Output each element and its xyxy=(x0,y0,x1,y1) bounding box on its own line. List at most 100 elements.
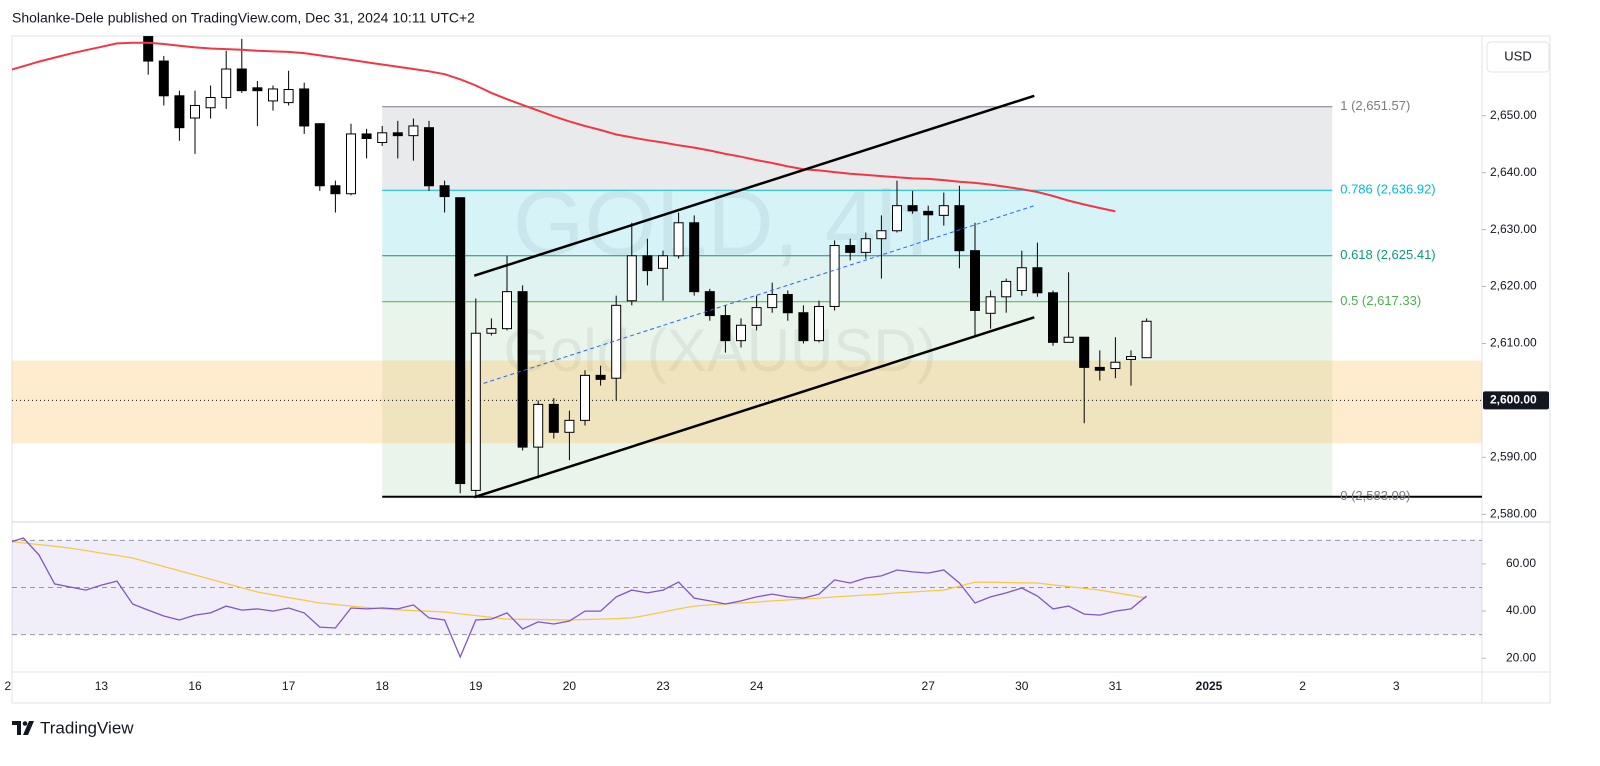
candle-body xyxy=(829,245,840,307)
candle-body xyxy=(642,255,653,272)
candle-body xyxy=(1094,366,1105,371)
rsi-pane xyxy=(12,537,1482,659)
candle-body xyxy=(626,255,637,302)
candle-body xyxy=(548,403,559,433)
candle-body xyxy=(439,185,450,198)
candle-body xyxy=(470,332,481,491)
logo-part xyxy=(12,721,21,735)
candle-body xyxy=(299,88,310,127)
candle-body xyxy=(205,96,216,109)
trendline xyxy=(473,94,1035,277)
candle-body xyxy=(954,205,965,252)
candle-body xyxy=(1001,280,1012,298)
candle-body xyxy=(938,205,949,216)
candle-body xyxy=(845,245,856,253)
fib-zone xyxy=(382,190,1333,256)
y-tick-label: 2,590.00 xyxy=(1490,450,1537,464)
candle-body xyxy=(907,205,918,212)
moving-average xyxy=(12,41,1116,213)
candle-body xyxy=(424,127,434,187)
x-tick-label: 2025 xyxy=(1196,679,1223,693)
fib-label: 0.5 (2,617.33) xyxy=(1340,293,1421,308)
candle-body xyxy=(798,312,809,342)
trendline xyxy=(473,316,1035,499)
y-tick-label: 2,610.00 xyxy=(1490,336,1537,350)
candle-body xyxy=(814,305,824,342)
candle-body xyxy=(314,123,325,187)
fib-zone xyxy=(382,255,1333,302)
y-tick-label: 2,650.00 xyxy=(1490,108,1537,122)
trendline xyxy=(483,205,1035,384)
candle-body xyxy=(1110,361,1121,370)
y-tick-label: 2,620.00 xyxy=(1490,279,1537,293)
brand: TradingView xyxy=(40,718,134,737)
x-tick-label: 2 xyxy=(4,679,11,693)
candle-body xyxy=(580,374,590,421)
candle-body xyxy=(408,125,419,137)
x-tick-label: 16 xyxy=(188,679,202,693)
x-tick-label: 17 xyxy=(282,679,296,693)
candle-body xyxy=(486,328,497,334)
candle-body xyxy=(377,132,388,143)
candle-body xyxy=(346,133,356,195)
candle-body xyxy=(658,255,668,269)
rsi-y-tick-label: 60.00 xyxy=(1506,556,1536,570)
candle-body xyxy=(751,307,762,326)
rsi-y-tick-label: 40.00 xyxy=(1506,603,1536,617)
candle-body xyxy=(158,60,169,97)
logo-part xyxy=(22,721,28,726)
candle-body xyxy=(330,185,341,195)
rsi-line xyxy=(12,540,1147,621)
candle-body xyxy=(720,315,731,342)
candle-body xyxy=(143,36,154,62)
x-tick-label: 2 xyxy=(1299,679,1306,693)
currency-button-box[interactable] xyxy=(1486,41,1550,73)
candle-body xyxy=(564,419,575,433)
candle-body xyxy=(892,205,902,232)
last-price-marker xyxy=(1483,391,1549,410)
candle-body xyxy=(860,238,871,253)
axes: 2,580.00 2,590.00 2,610.00 2,620.00 2,630.00… xyxy=(4,108,1549,693)
candle-body xyxy=(782,294,793,314)
candle-body xyxy=(1032,267,1043,294)
y-tick-label: 2,630.00 xyxy=(1490,222,1537,236)
fib-zone xyxy=(382,106,1333,191)
currency-label[interactable]: USD xyxy=(1504,48,1531,63)
x-tick-label: 13 xyxy=(95,679,109,693)
candle-body xyxy=(970,250,980,311)
candle-body xyxy=(1126,356,1136,360)
x-tick-label: 23 xyxy=(656,679,670,693)
x-tick-label: 19 xyxy=(469,679,483,693)
candle-body xyxy=(221,68,232,98)
candle-body xyxy=(455,197,466,485)
fib-label: 0 (2,583.09) xyxy=(1340,488,1410,503)
fib-zone xyxy=(382,301,1333,497)
y-tick-label: 2,580.00 xyxy=(1490,506,1537,520)
candle-body xyxy=(252,87,263,92)
candle-body xyxy=(1079,336,1090,368)
watermark: GOLD, 4h xyxy=(513,172,927,274)
x-tick-label: 31 xyxy=(1109,679,1123,693)
last-price-label: 2,600.00 xyxy=(1490,393,1537,407)
price-zone xyxy=(12,360,1482,444)
x-tick-label: 20 xyxy=(563,679,577,693)
x-tick-label: 3 xyxy=(1393,679,1400,693)
candle-body xyxy=(1048,292,1058,343)
rsi-y-tick-label: 20.00 xyxy=(1506,650,1536,664)
brand-logo xyxy=(12,721,34,735)
candle-body xyxy=(502,291,512,330)
candle-body xyxy=(533,403,544,448)
x-tick-label: 24 xyxy=(750,679,764,693)
candle-body xyxy=(767,294,778,309)
fib-label: 0.786 (2,636.92) xyxy=(1340,182,1435,197)
candle-body xyxy=(595,374,606,380)
x-tick-label: 18 xyxy=(376,679,390,693)
candle-body xyxy=(985,296,996,314)
currency-button[interactable]: USD xyxy=(1486,41,1550,73)
price-pane: GOLD, 4hGold (XAUUSD)1 (2,651.57)0.786 (… xyxy=(12,36,1482,503)
rsi-line xyxy=(12,537,1148,659)
candle-body xyxy=(236,68,247,92)
candle-body xyxy=(174,95,185,129)
